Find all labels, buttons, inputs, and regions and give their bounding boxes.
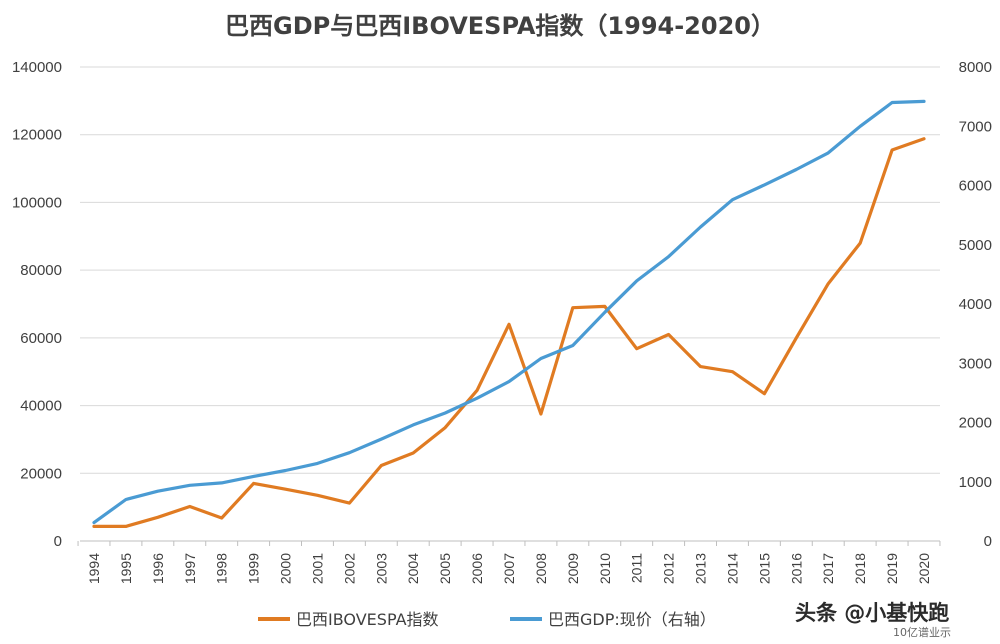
- x-tick-label: 1996: [150, 553, 166, 584]
- x-tick-label: 2018: [852, 553, 868, 584]
- right-tick-label: 2000: [959, 415, 992, 432]
- x-tick-label: 1994: [86, 553, 102, 584]
- series-line-gdp: [92, 99, 926, 525]
- x-axis-ticks: 1994 1995 1996 1997 1998 1999 2000 2001 2002 2003…: [77, 541, 941, 584]
- x-tick-label: 2012: [661, 553, 677, 584]
- right-tick-label: 5000: [959, 237, 992, 254]
- left-tick-label: 80000: [20, 262, 62, 279]
- right-tick-label: 7000: [959, 118, 992, 135]
- series-layer: [92, 99, 926, 529]
- x-tick-label: 2002: [341, 553, 357, 584]
- x-tick-label: 2014: [724, 553, 740, 584]
- legend: 巴西IBOVESPA指数 巴西GDP:现价（右轴）: [258, 610, 716, 629]
- left-tick-label: 100000: [12, 194, 62, 211]
- x-tick-label: 2001: [309, 553, 325, 584]
- x-tick-label: 2000: [278, 553, 294, 584]
- x-tick-label: 2017: [820, 553, 836, 584]
- left-tick-label: 60000: [20, 330, 62, 347]
- x-tick-label: 2009: [565, 553, 581, 584]
- left-axis-ticks: 0 20000 40000 60000 80000 100000 120000 140000: [12, 59, 62, 550]
- grid-lines: [80, 66, 940, 474]
- series-line-ibovespa: [92, 137, 926, 529]
- left-tick-label: 20000: [20, 465, 62, 482]
- x-tick-label: 1997: [182, 553, 198, 584]
- legend-label-gdp: 巴西GDP:现价（右轴）: [548, 610, 716, 629]
- right-tick-label: 4000: [959, 296, 992, 313]
- x-tick-label: 2008: [533, 553, 549, 584]
- right-tick-label: 0: [984, 533, 992, 550]
- right-tick-label: 3000: [959, 355, 992, 372]
- right-tick-label: 6000: [959, 178, 992, 195]
- left-tick-label: 120000: [12, 127, 62, 144]
- watermark-sub: 10亿谱业示: [893, 625, 951, 639]
- chart-title: 巴西GDP与巴西IBOVESPA指数（1994-2020）: [225, 12, 775, 40]
- right-axis-ticks: 0 1000 2000 3000 4000 5000 6000 7000 8000: [959, 59, 992, 550]
- right-tick-label: 1000: [959, 474, 992, 491]
- x-tick-label: 2020: [916, 553, 932, 584]
- watermark: 头条 @小基快跑 10亿谱业示: [795, 601, 951, 639]
- x-tick-label: 2003: [373, 553, 389, 584]
- x-tick-label: 2007: [501, 553, 517, 584]
- x-tick-label: 1998: [214, 553, 230, 584]
- x-tick-label: 2006: [469, 553, 485, 584]
- x-tick-label: 2011: [629, 553, 645, 583]
- x-tick-label: 2005: [437, 553, 453, 584]
- x-tick-label: 1999: [246, 553, 262, 584]
- x-tick-label: 2010: [597, 553, 613, 584]
- right-tick-label: 8000: [959, 59, 992, 76]
- watermark-main: 头条 @小基快跑: [795, 601, 949, 625]
- x-tick-label: 2019: [884, 553, 900, 584]
- x-tick-label: 2015: [756, 553, 772, 584]
- left-tick-label: 40000: [20, 398, 62, 415]
- x-tick-label: 2004: [405, 553, 421, 584]
- left-tick-label: 140000: [12, 59, 62, 76]
- x-tick-label: 2016: [788, 553, 804, 584]
- x-tick-label: 1995: [118, 553, 134, 584]
- left-tick-label: 0: [54, 533, 62, 550]
- x-tick-label: 2013: [693, 553, 709, 584]
- legend-label-ibovespa: 巴西IBOVESPA指数: [296, 610, 439, 629]
